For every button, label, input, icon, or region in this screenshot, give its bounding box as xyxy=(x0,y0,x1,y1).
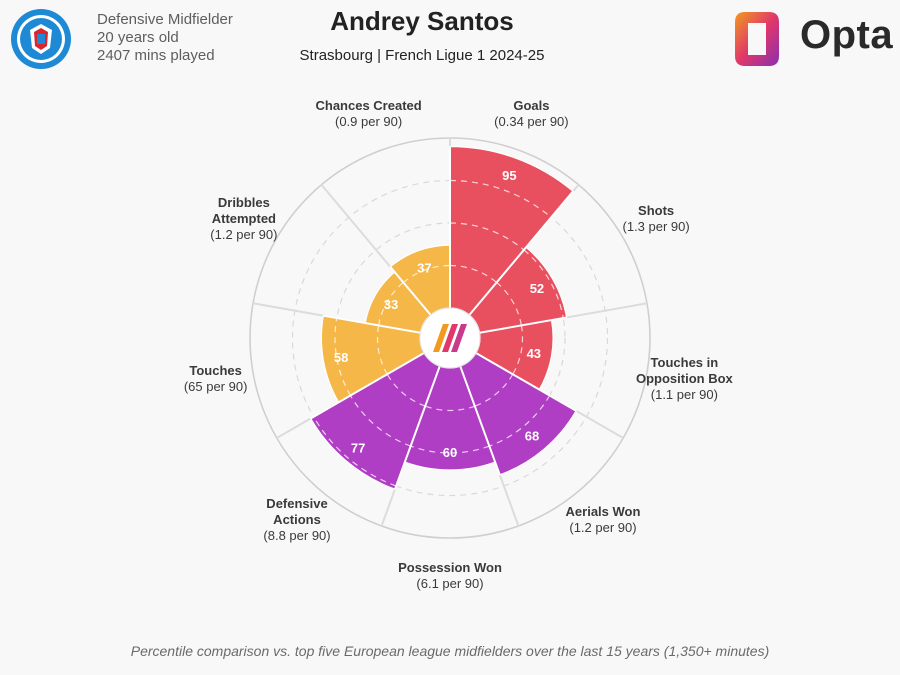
player-age: 20 years old xyxy=(97,29,179,46)
metric-label: Aerials Won (1.2 per 90) xyxy=(566,504,641,536)
opta-center-mark-icon xyxy=(433,324,467,352)
radar-wedge-separator xyxy=(459,365,501,476)
radar-value-label: 60 xyxy=(443,445,457,460)
player-position: Defensive Midfielder xyxy=(97,11,233,28)
radar-value-label: 77 xyxy=(351,440,365,455)
metric-name: Touches xyxy=(189,363,242,379)
radar-wedge-separator xyxy=(479,316,567,334)
metric-per90: (1.2 per 90) xyxy=(210,227,278,242)
radar-wedge-separator xyxy=(389,266,432,316)
radar-wedge-separator xyxy=(475,352,577,412)
radar-wedge-grid xyxy=(313,416,397,487)
radar-wedge-grid xyxy=(512,325,524,375)
radar-wedge-grid xyxy=(449,179,552,218)
radar-wedge-grid xyxy=(378,282,404,326)
metric-label: Touches in Opposition Box (1.1 per 90) xyxy=(636,355,733,403)
metric-label: Possession Won (6.1 per 90) xyxy=(398,560,502,592)
radar-value-label: 52 xyxy=(530,281,544,296)
metric-name: Chances Created xyxy=(315,98,422,114)
metric-name: Defensive xyxy=(266,496,328,512)
metric-per90: (6.1 per 90) xyxy=(416,576,484,591)
metric-label: Goals (0.34 per 90) xyxy=(494,98,568,130)
metric-per90: (0.9 per 90) xyxy=(334,114,403,130)
radar-wedge-grid xyxy=(424,405,476,412)
metric-name: Possession Won xyxy=(398,560,502,575)
metric-label: Chances Created (0.9 per 90) xyxy=(315,98,421,130)
page-title: Andrey Santos xyxy=(330,6,514,36)
footer-note: Percentile comparison vs. top five Europ… xyxy=(130,643,770,659)
radar-wedge-grid xyxy=(474,373,514,407)
radar-value-label: 43 xyxy=(527,346,541,361)
opta-logo-icon xyxy=(735,12,779,66)
metric-per90: (1.2 per 90) xyxy=(569,520,637,536)
radar-wedge-separator xyxy=(468,190,574,316)
player-minutes: 2407 mins played xyxy=(97,47,215,64)
radar-value-label: 68 xyxy=(525,429,539,444)
radar-wedge-grid xyxy=(449,264,497,283)
metric-name: Touches in xyxy=(650,355,719,371)
metric-per90: (65 per 90) xyxy=(183,379,248,395)
radar-wedge-separator xyxy=(323,314,421,334)
metric-name: Goals xyxy=(513,98,550,114)
metric-per90: (1.3 per 90) xyxy=(622,219,690,234)
radar-value-label: 33 xyxy=(384,297,398,312)
metric-per90: (0.34 per 90) xyxy=(494,114,569,130)
radar-wedge-grid xyxy=(376,325,388,375)
metric-name: Opposition Box xyxy=(635,371,733,387)
radar-value-label: 95 xyxy=(502,168,516,183)
metric-per90: (8.8 per 90) xyxy=(263,528,331,544)
metric-name: Attempted xyxy=(211,211,277,226)
player-info: Defensive Midfielder 20 years old 2407 m… xyxy=(97,11,233,65)
metric-label: Shots (1.3 per 90) xyxy=(623,203,690,235)
metric-per90: (1.1 per 90) xyxy=(650,387,718,403)
metric-name: Shots xyxy=(638,203,675,218)
radar-value-label: 37 xyxy=(417,261,431,276)
opta-brand-text: Opta xyxy=(800,13,894,57)
radar-wedge-separator xyxy=(310,352,425,420)
metric-name: Actions xyxy=(273,512,321,528)
metric-name: Dribbles xyxy=(217,195,270,210)
club-badge-icon xyxy=(11,9,71,69)
metric-name: Aerials Won xyxy=(565,504,641,520)
page-subtitle: Strasbourg | French Ligue 1 2024-25 xyxy=(299,47,545,64)
metric-label: Dribbles Attempted (1.2 per 90) xyxy=(210,195,277,243)
metric-label: Defensive Actions (8.8 per 90) xyxy=(263,496,330,544)
metric-label: Touches (65 per 90) xyxy=(184,363,248,395)
radar-wedge-grid xyxy=(496,282,522,326)
radar-wedge-separator xyxy=(394,365,441,490)
radar-wedge-grid xyxy=(386,373,426,407)
radar-value-label: 58 xyxy=(334,350,348,365)
radar-wedge-grid xyxy=(403,264,451,283)
